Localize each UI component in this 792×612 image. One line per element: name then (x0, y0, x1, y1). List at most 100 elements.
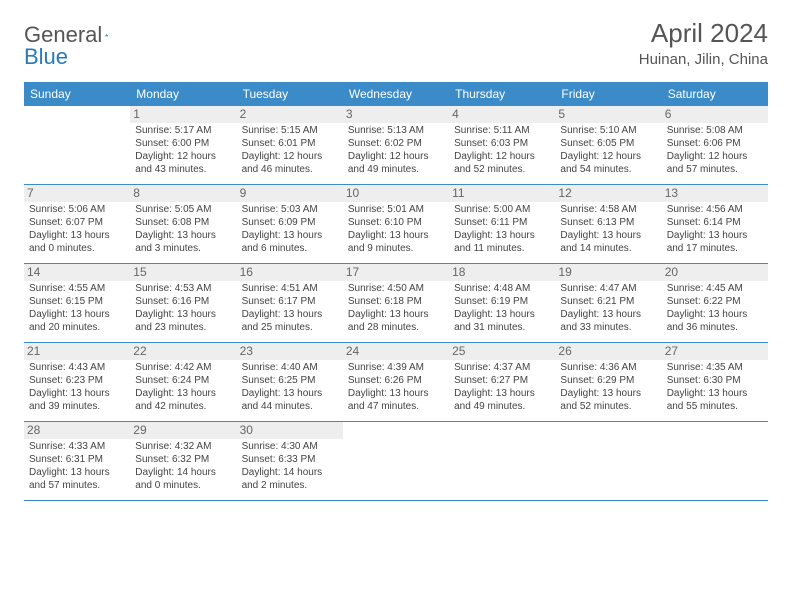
daylight-text: and 0 minutes. (135, 480, 231, 493)
day-number: 5 (555, 106, 661, 123)
sunrise-text: Sunrise: 4:51 AM (242, 283, 338, 296)
page-header: General April 2024 Huinan, Jilin, China (24, 18, 768, 68)
daylight-text: Daylight: 13 hours (454, 230, 550, 243)
day-cell: 2Sunrise: 5:15 AMSunset: 6:01 PMDaylight… (237, 106, 343, 184)
day-number: 9 (237, 185, 343, 202)
daylight-text: and 54 minutes. (560, 164, 656, 177)
day-number: 14 (24, 264, 130, 281)
sunset-text: Sunset: 6:02 PM (348, 138, 444, 151)
daylight-text: Daylight: 13 hours (454, 388, 550, 401)
daylight-text: Daylight: 12 hours (242, 151, 338, 164)
sunrise-text: Sunrise: 4:50 AM (348, 283, 444, 296)
day-cell: 5Sunrise: 5:10 AMSunset: 6:05 PMDaylight… (555, 106, 661, 184)
daylight-text: Daylight: 13 hours (667, 388, 763, 401)
daylight-text: Daylight: 12 hours (560, 151, 656, 164)
day-cell: 7Sunrise: 5:06 AMSunset: 6:07 PMDaylight… (24, 185, 130, 263)
day-cell: 16Sunrise: 4:51 AMSunset: 6:17 PMDayligh… (237, 264, 343, 342)
daylight-text: and 57 minutes. (667, 164, 763, 177)
daylight-text: and 47 minutes. (348, 401, 444, 414)
sunrise-text: Sunrise: 5:11 AM (454, 125, 550, 138)
day-number: 6 (662, 106, 768, 123)
daylight-text: Daylight: 12 hours (667, 151, 763, 164)
day-number: 19 (555, 264, 661, 281)
sunset-text: Sunset: 6:15 PM (29, 296, 125, 309)
daylight-text: and 2 minutes. (242, 480, 338, 493)
day-cell: 14Sunrise: 4:55 AMSunset: 6:15 PMDayligh… (24, 264, 130, 342)
sunset-text: Sunset: 6:27 PM (454, 375, 550, 388)
week-row: 1Sunrise: 5:17 AMSunset: 6:00 PMDaylight… (24, 106, 768, 185)
sunset-text: Sunset: 6:06 PM (667, 138, 763, 151)
sunrise-text: Sunrise: 4:40 AM (242, 362, 338, 375)
daylight-text: Daylight: 13 hours (135, 309, 231, 322)
week-row: 21 Sunrise: 4:43 AMSunset: 6:23 PM Dayligh… (24, 343, 768, 422)
day-number: 3 (343, 106, 449, 123)
sunrise-text: Sunrise: 5:13 AM (348, 125, 444, 138)
sunrise-text: Sunrise: 4:36 AM (560, 362, 656, 375)
sunrise-text: Sunrise: 5:03 AM (242, 204, 338, 217)
daylight-text: Daylight: 13 hours (135, 230, 231, 243)
day-cell: 25Sunrise: 4:37 AMSunset: 6:27 PMDayligh… (449, 343, 555, 421)
dow-saturday: Saturday (662, 82, 768, 106)
day-number: 13 (662, 185, 768, 202)
daylight-text: and 0 minutes. (29, 243, 125, 256)
day-cell: 26Sunrise: 4:36 AMSunset: 6:29 PMDayligh… (555, 343, 661, 421)
dow-sunday: Sunday (24, 82, 130, 106)
sunrise-text: Sunrise: 5:01 AM (348, 204, 444, 217)
daylight-text: and 42 minutes. (135, 401, 231, 414)
day-cell: 19Sunrise: 4:47 AMSunset: 6:21 PMDayligh… (555, 264, 661, 342)
daylight-text: and 9 minutes. (348, 243, 444, 256)
day-number: 12 (555, 185, 661, 202)
daylight-text: Daylight: 13 hours (560, 309, 656, 322)
daylight-text: and 25 minutes. (242, 322, 338, 335)
sunrise-text: Sunrise: 4:53 AM (135, 283, 231, 296)
day-cell: 8Sunrise: 5:05 AMSunset: 6:08 PMDaylight… (130, 185, 236, 263)
daylight-text: and 39 minutes. (29, 401, 125, 414)
sunset-text: Sunset: 6:18 PM (348, 296, 444, 309)
sunset-text: Sunset: 6:09 PM (242, 217, 338, 230)
day-number: 29 (130, 422, 236, 439)
sunset-text: Sunset: 6:07 PM (29, 217, 125, 230)
empty-cell (555, 422, 661, 500)
day-number: 1 (130, 106, 236, 123)
sunset-text: Sunset: 6:32 PM (135, 454, 231, 467)
daylight-text: and 23 minutes. (135, 322, 231, 335)
calendar-page: General April 2024 Huinan, Jilin, China … (0, 0, 792, 519)
sunset-text: Sunset: 6:10 PM (348, 217, 444, 230)
daylight-text: Daylight: 13 hours (29, 467, 125, 480)
day-number: 21 (24, 343, 130, 360)
logo-sail-icon (105, 27, 108, 43)
sunset-text: Sunset: 6:24 PM (135, 375, 231, 388)
day-cell: 28Sunrise: 4:33 AMSunset: 6:31 PMDayligh… (24, 422, 130, 500)
day-of-week-header: Sunday Monday Tuesday Wednesday Thursday… (24, 82, 768, 106)
day-cell: 4Sunrise: 5:11 AMSunset: 6:03 PMDaylight… (449, 106, 555, 184)
dow-friday: Friday (555, 82, 661, 106)
day-number: 7 (24, 185, 130, 202)
daylight-text: Daylight: 13 hours (560, 230, 656, 243)
sunrise-text: Sunrise: 5:15 AM (242, 125, 338, 138)
daylight-text: and 57 minutes. (29, 480, 125, 493)
empty-cell (449, 422, 555, 500)
sunset-text: Sunset: 6:23 PM (29, 375, 125, 388)
sunset-text: Sunset: 6:26 PM (348, 375, 444, 388)
day-cell: 11Sunrise: 5:00 AMSunset: 6:11 PMDayligh… (449, 185, 555, 263)
sunset-text: Sunset: 6:19 PM (454, 296, 550, 309)
daylight-text: and 14 minutes. (560, 243, 656, 256)
sunrise-text: Sunrise: 4:47 AM (560, 283, 656, 296)
sunrise-text: Sunrise: 4:32 AM (135, 441, 231, 454)
day-number: 22 (130, 343, 236, 360)
day-cell: 21Sunrise: 4:43 AMSunset: 6:23 PMDayligh… (24, 343, 130, 421)
day-number: 2 (237, 106, 343, 123)
daylight-text: and 17 minutes. (667, 243, 763, 256)
daylight-text: and 52 minutes. (560, 401, 656, 414)
day-number: 18 (449, 264, 555, 281)
sunrise-text: Sunrise: 4:43 AM (29, 362, 125, 375)
daylight-text: Daylight: 14 hours (135, 467, 231, 480)
sunset-text: Sunset: 6:30 PM (667, 375, 763, 388)
daylight-text: and 28 minutes. (348, 322, 444, 335)
day-cell: 17Sunrise: 4:50 AMSunset: 6:18 PMDayligh… (343, 264, 449, 342)
calendar-grid: Sunday Monday Tuesday Wednesday Thursday… (24, 82, 768, 501)
daylight-text: Daylight: 13 hours (242, 309, 338, 322)
week-row: 7Sunrise: 5:06 AMSunset: 6:07 PMDaylight… (24, 185, 768, 264)
day-number: 15 (130, 264, 236, 281)
daylight-text: and 11 minutes. (454, 243, 550, 256)
